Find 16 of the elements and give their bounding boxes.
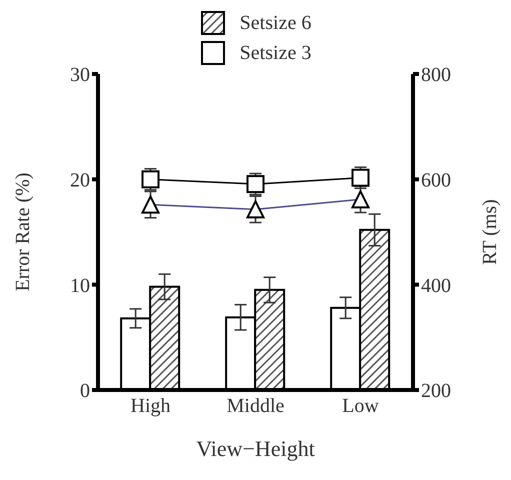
y2-tick-label: 800 — [421, 64, 451, 86]
y-tick-label: 20 — [70, 169, 90, 192]
y-tick-label: 30 — [70, 64, 90, 86]
legend-label: Setsize 6 — [240, 12, 312, 34]
y-axis-title: Error Rate (%) — [12, 172, 34, 292]
legend-label: Setsize 3 — [240, 42, 312, 64]
x-tick-label: High — [130, 395, 170, 418]
y-tick-label: 0 — [80, 380, 90, 402]
y2-tick-label: 200 — [421, 380, 451, 402]
x-axis-title: View−Height — [196, 436, 315, 461]
x-tick-label: Middle — [226, 395, 285, 418]
y2-axis-title: RT (ms) — [479, 199, 502, 265]
y-tick-label: 10 — [70, 274, 90, 297]
x-tick-label: Low — [342, 395, 380, 418]
y2-tick-label: 600 — [421, 169, 451, 192]
y2-tick-label: 400 — [421, 274, 451, 297]
